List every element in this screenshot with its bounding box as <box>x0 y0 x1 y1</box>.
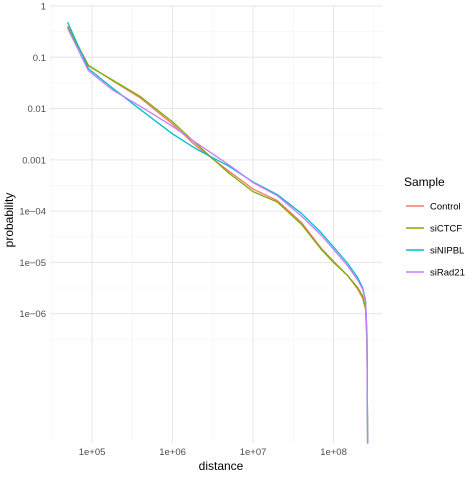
legend-item: siRad21 <box>406 268 465 279</box>
y-tick-label: 1 <box>41 2 46 13</box>
legend-label: Control <box>430 202 461 213</box>
x-tick-label: 1e+08 <box>320 447 347 458</box>
legend-items: Control siCTCF siNIPBL siRad21 <box>406 202 465 279</box>
x-tick-label: 1e+07 <box>240 447 267 458</box>
y-tick-label: 1e−04 <box>19 207 46 218</box>
legend-item: siCTCF <box>406 224 462 235</box>
x-tick-label: 1e+06 <box>159 447 186 458</box>
legend: Sample Control siCTCF siNIPBL siRad21 <box>404 175 465 279</box>
legend-title: Sample <box>404 175 445 189</box>
legend-label: siNIPBL <box>430 246 464 257</box>
x-tick-label: 1e+05 <box>79 447 106 458</box>
series-line-sirad21 <box>67 28 369 444</box>
x-axis-ticks: 1e+05 1e+06 1e+07 1e+08 <box>79 447 347 458</box>
y-axis-ticks: 1 0.1 0.01 0.001 1e−04 1e−05 1e−06 <box>19 2 46 321</box>
y-tick-label: 0.01 <box>28 104 47 115</box>
legend-item: siNIPBL <box>406 246 464 257</box>
x-axis-title: distance <box>199 459 244 473</box>
grid <box>50 5 382 443</box>
series-lines <box>67 22 369 444</box>
series-line-sinipbl <box>67 22 369 444</box>
y-tick-label: 0.001 <box>22 155 46 166</box>
legend-label: siRad21 <box>430 268 465 279</box>
legend-label: siCTCF <box>430 224 462 235</box>
y-tick-label: 1e−06 <box>19 309 46 320</box>
series-line-sictcf <box>67 26 369 444</box>
legend-item: Control <box>406 202 461 213</box>
y-axis-title: probability <box>2 193 16 248</box>
y-tick-label: 1e−05 <box>19 258 46 269</box>
y-tick-label: 0.1 <box>33 53 46 64</box>
